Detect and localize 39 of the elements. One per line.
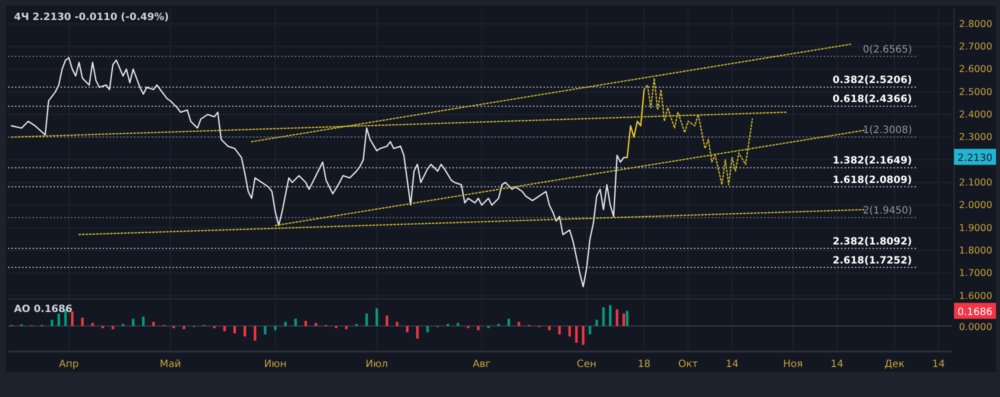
x-tick-label: Ноя bbox=[783, 359, 803, 370]
ref-line-label: 1(2.3008) bbox=[862, 124, 912, 136]
y-tick-label: 2.5000 bbox=[959, 86, 992, 98]
y-tick-label: 2.3000 bbox=[959, 132, 992, 144]
y-tick-label: 2.4000 bbox=[959, 110, 992, 121]
y-tick-label: 2.1000 bbox=[959, 177, 992, 188]
x-tick-label: 14 bbox=[830, 359, 844, 370]
x-tick-label: Май bbox=[160, 359, 182, 370]
x-tick-label: Окт bbox=[678, 359, 698, 370]
ref-line-label: 2(1.9450) bbox=[862, 206, 912, 217]
y-tick-label: 2.7000 bbox=[959, 42, 992, 53]
x-tick-label: Апр bbox=[59, 359, 79, 370]
ref-line-label: 2.618(1.7252) bbox=[832, 255, 912, 266]
x-tick-label: 18 bbox=[638, 359, 650, 370]
y-tick-label: 1.6000 bbox=[959, 290, 992, 302]
ref-line-label: 0(2.6565) bbox=[862, 44, 912, 56]
y-tick-label: 1.9000 bbox=[959, 222, 992, 234]
ref-line-label: 0.382(2.5206) bbox=[832, 75, 912, 86]
chart-title: AO 0.1686 bbox=[14, 304, 72, 315]
y-tick-label: 2.6000 bbox=[959, 64, 992, 76]
annotation: 2.2130 bbox=[958, 152, 992, 164]
ref-line-label: 2.382(1.8092) bbox=[832, 236, 912, 248]
x-tick-label: Июн bbox=[264, 359, 287, 370]
ref-line-label: 0.0000 bbox=[959, 322, 992, 334]
chart-title: 4Ч 2.2130 -0.0110 (-0.49%) bbox=[14, 12, 169, 23]
y-tick-label: 1.8000 bbox=[959, 245, 992, 256]
x-tick-label: Авг bbox=[472, 359, 491, 370]
x-tick-label: Дек bbox=[884, 359, 904, 370]
ref-line-label: 1.618(2.0809) bbox=[832, 174, 912, 186]
x-tick-label: 14 bbox=[726, 359, 738, 370]
y-tick-label: 2.0000 bbox=[959, 200, 992, 212]
ref-line-label: 0.618(2.4366) bbox=[832, 94, 912, 106]
y-tick-label: 1.7000 bbox=[959, 268, 992, 280]
x-tick-label: Сен bbox=[576, 359, 596, 370]
y-tick-label: 2.8000 bbox=[959, 18, 992, 30]
x-tick-label: 14 bbox=[932, 359, 945, 370]
x-tick-label: Июл bbox=[366, 359, 388, 370]
ref-line-label: 1.382(2.1649) bbox=[832, 156, 912, 167]
annotation: 0.1686 bbox=[958, 306, 992, 318]
